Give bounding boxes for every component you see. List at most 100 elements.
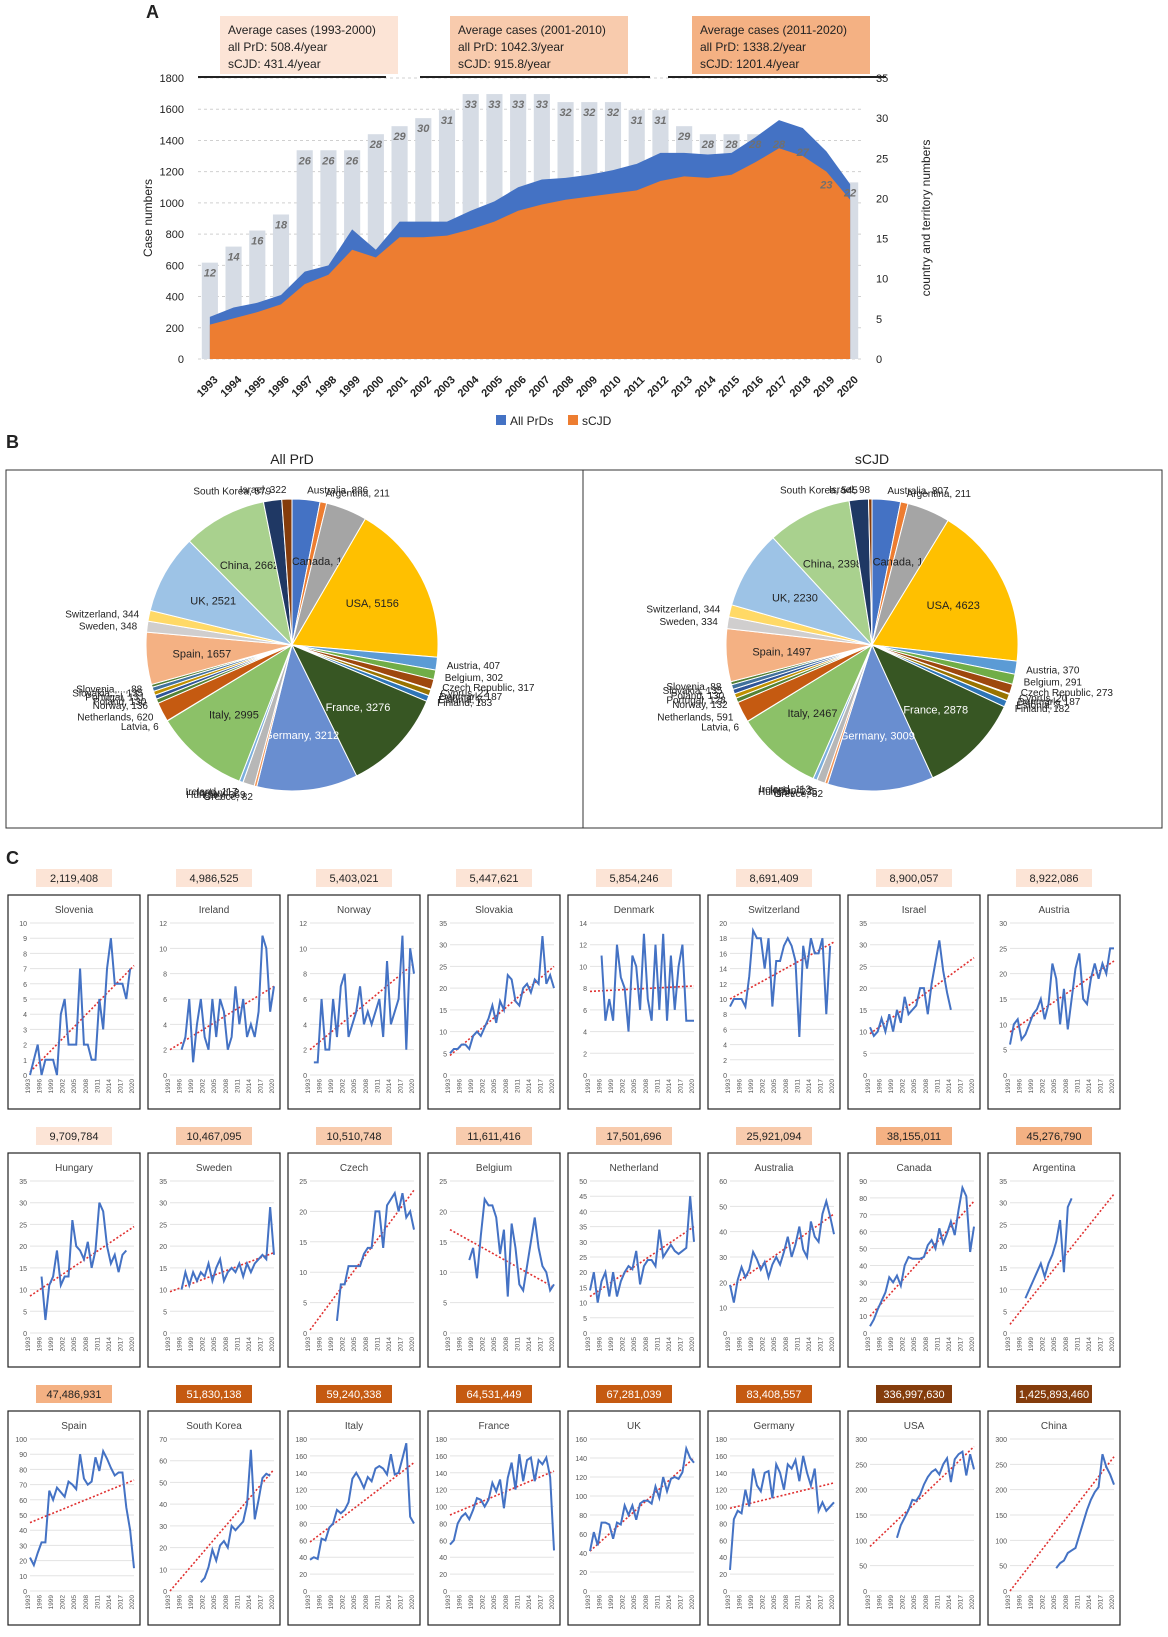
x-tick-label: 2014 bbox=[806, 1079, 813, 1094]
x-tick-label: 2002 bbox=[340, 1595, 347, 1610]
y-tick-label: 80 bbox=[579, 1513, 587, 1520]
pie-label: Hungary, 369 bbox=[186, 790, 246, 801]
population-badge bbox=[736, 1127, 812, 1145]
population-badge bbox=[876, 1385, 952, 1403]
x-tick-label: 2020 bbox=[549, 1595, 556, 1610]
average-all-prd: all PrD: 508.4/year bbox=[228, 40, 327, 54]
y-tick-label: 140 bbox=[295, 1471, 307, 1478]
y-tick-label: 5 bbox=[163, 1309, 167, 1316]
x-tick-label: 1999 bbox=[328, 1337, 335, 1352]
pie-title: All PrD bbox=[270, 451, 314, 467]
x-tick-label: 1993 bbox=[305, 1337, 312, 1352]
x-tick-label: 1993 bbox=[195, 374, 221, 400]
x-tick-label: 1999 bbox=[337, 374, 363, 400]
y-tick-label: 20 bbox=[439, 1209, 447, 1216]
y-tick-label: 20 bbox=[859, 1297, 867, 1304]
y-tick-label: 1 bbox=[23, 1058, 27, 1065]
pie-label: Iceland, 2 bbox=[196, 788, 240, 799]
y-tick-label: 70 bbox=[19, 1483, 27, 1490]
country-name: UK bbox=[627, 1421, 641, 1432]
y-tick-label: 35 bbox=[859, 921, 867, 928]
y-tick-label: 4 bbox=[723, 1043, 727, 1050]
population-badge bbox=[876, 1127, 952, 1145]
country-name: Hungary bbox=[55, 1163, 93, 1174]
x-tick-label: 2011 bbox=[374, 1079, 381, 1093]
pie-label: USA, 4623 bbox=[927, 600, 980, 612]
y-tick-label: 120 bbox=[435, 1488, 447, 1495]
x-tick-label: 2008 bbox=[503, 1595, 510, 1610]
pie-label: Finland, 182 bbox=[1015, 704, 1070, 715]
x-tick-label: 1999 bbox=[748, 1595, 755, 1610]
population-value: 336,997,630 bbox=[883, 1389, 944, 1401]
population-value: 8,900,057 bbox=[890, 873, 939, 885]
x-tick-label: 2017 bbox=[537, 1595, 544, 1610]
y-tick-label: 4 bbox=[23, 1012, 27, 1019]
x-tick-label: 2011 bbox=[374, 1595, 381, 1609]
country-name: China bbox=[1041, 1421, 1068, 1432]
population-badge bbox=[36, 869, 112, 887]
y-tick-label: 0 bbox=[443, 1331, 447, 1338]
x-tick-label: 2012 bbox=[645, 374, 671, 400]
x-tick-label: 1996 bbox=[877, 1595, 884, 1610]
average-scjd: sCJD: 431.4/year bbox=[228, 57, 321, 71]
y-tick-label: 140 bbox=[715, 1471, 727, 1478]
y-tick-label: 150 bbox=[995, 1513, 1007, 1520]
population-badge bbox=[596, 1385, 672, 1403]
x-tick-label: 2005 bbox=[351, 1595, 358, 1610]
y-tick-label: 4 bbox=[163, 1022, 167, 1029]
population-value: 51,830,138 bbox=[186, 1389, 241, 1401]
y-tick-label: 5 bbox=[583, 1316, 587, 1323]
y-tick-label: 400 bbox=[166, 292, 184, 304]
x-tick-label: 1999 bbox=[748, 1337, 755, 1352]
x-tick-label: 2011 bbox=[1074, 1337, 1081, 1351]
trend-line bbox=[869, 1446, 975, 1547]
x-tick-label: 2020 bbox=[409, 1337, 416, 1352]
x-tick-label: 1999 bbox=[188, 1595, 195, 1610]
x-tick-label: 2020 bbox=[689, 1079, 696, 1094]
y-tick-label: 70 bbox=[159, 1437, 167, 1444]
x-tick-label: 2008 bbox=[1063, 1337, 1070, 1352]
x-tick-label: 2014 bbox=[106, 1595, 113, 1610]
pie-label: Australia, 886 bbox=[307, 486, 369, 497]
x-tick-label: 2005 bbox=[631, 1595, 638, 1610]
x-tick-label: 2014 bbox=[693, 373, 719, 399]
x-tick-label: 1996 bbox=[1017, 1595, 1024, 1610]
series-line bbox=[729, 1455, 835, 1570]
x-tick-label: 2017 bbox=[957, 1595, 964, 1610]
chart-frame bbox=[427, 1410, 561, 1626]
x-tick-label: 2020 bbox=[829, 1337, 836, 1352]
x-tick-label: 2008 bbox=[551, 374, 577, 400]
bar-data-label: 33 bbox=[465, 99, 477, 111]
y-tick-label: 20 bbox=[719, 1280, 727, 1287]
x-tick-label: 2020 bbox=[269, 1337, 276, 1352]
y-tick-label: 60 bbox=[719, 1538, 727, 1545]
y-tick-label: 0 bbox=[163, 1589, 167, 1596]
y-tick-label: 0 bbox=[1003, 1073, 1007, 1080]
pie-slice bbox=[256, 643, 358, 792]
pie-label: Sweden, 334 bbox=[659, 617, 718, 628]
y-tick-label: 0 bbox=[303, 1589, 307, 1596]
average-all-prd: all PrD: 1338.2/year bbox=[700, 40, 806, 54]
y2-tick-label: 10 bbox=[876, 274, 888, 286]
trend-line bbox=[169, 1251, 275, 1293]
y-tick-label: 8 bbox=[303, 972, 307, 979]
chart-frame bbox=[847, 1410, 981, 1626]
y-tick-label: 100 bbox=[715, 1505, 727, 1512]
y-tick-label: 15 bbox=[999, 1266, 1007, 1273]
y-tick-label: 50 bbox=[859, 1564, 867, 1571]
x-tick-label: 1999 bbox=[1028, 1079, 1035, 1094]
x-tick-label: 2005 bbox=[71, 1595, 78, 1610]
x-tick-label: 2002 bbox=[760, 1337, 767, 1352]
y-tick-label: 5 bbox=[863, 1051, 867, 1058]
x-tick-label: 2001 bbox=[385, 374, 411, 400]
y-tick-label: 30 bbox=[19, 1543, 27, 1550]
series-line bbox=[896, 1449, 975, 1539]
legend-label: sCJD bbox=[582, 414, 612, 428]
trend-line bbox=[29, 1479, 135, 1524]
x-tick-label: 2020 bbox=[1109, 1595, 1116, 1610]
x-tick-label: 2017 bbox=[957, 1079, 964, 1094]
x-tick-label: 2014 bbox=[806, 1337, 813, 1352]
y2-tick-label: 20 bbox=[876, 193, 888, 205]
